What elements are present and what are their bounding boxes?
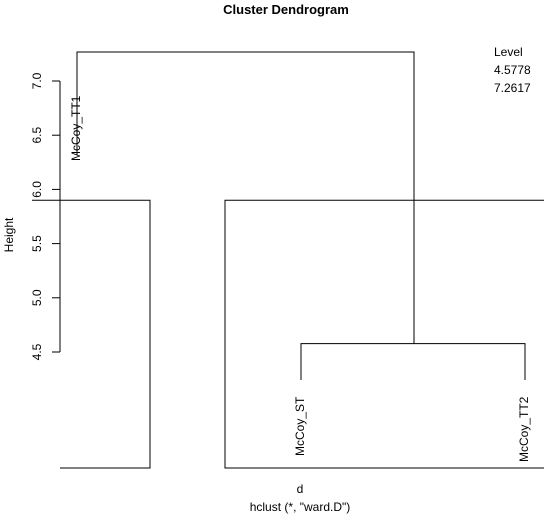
subtitle: hclust (*, "ward.D") <box>250 500 351 514</box>
dendrogram-tree <box>76 51 526 380</box>
level-reference <box>32 199 544 469</box>
y-tick-label: 5.5 <box>30 235 44 252</box>
y-tick-label: 4.5 <box>30 343 44 360</box>
cluster-box-right <box>224 199 544 469</box>
y-axis: 4.5 5.0 5.5 6.0 6.5 7.0 Height <box>2 72 61 360</box>
legend-title: Level <box>494 45 523 59</box>
leaf-label: McCoy_ST <box>293 396 307 456</box>
y-tick-label: 6.5 <box>30 127 44 144</box>
merge-link-lower <box>300 343 526 380</box>
legend: Level 4.5778 7.2617 <box>494 45 531 95</box>
y-tick-label: 5.0 <box>30 289 44 306</box>
leaf-labels: McCoy_TT1 McCoy_ST McCoy_TT2 <box>69 95 531 462</box>
legend-entry-1: 4.5778 <box>494 63 531 77</box>
cluster-box-left <box>32 199 151 469</box>
y-tick-label: 6.0 <box>30 181 44 198</box>
leaf-label: McCoy_TT2 <box>517 396 531 462</box>
legend-entry-2: 7.2617 <box>494 81 531 95</box>
leaf-label: McCoy_TT1 <box>69 95 83 161</box>
chart-title: Cluster Dendrogram <box>223 2 349 17</box>
y-tick-label: 7.0 <box>30 72 44 89</box>
y-ticks: 4.5 5.0 5.5 6.0 6.5 7.0 <box>30 72 60 360</box>
y-axis-label: Height <box>2 217 16 252</box>
x-axis-label: d <box>297 482 304 496</box>
merge-link-top <box>76 51 415 344</box>
